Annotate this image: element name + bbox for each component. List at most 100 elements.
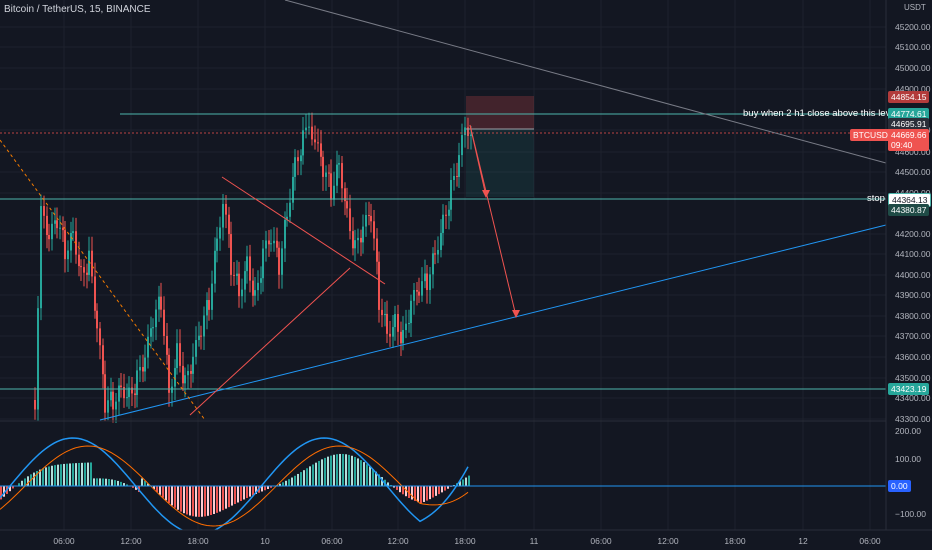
candle-body — [200, 335, 202, 337]
resistance-trend-line[interactable] — [284, 0, 887, 164]
histogram-bar — [345, 454, 347, 486]
candle-body — [392, 327, 394, 337]
histogram-bar — [183, 486, 185, 514]
histogram-bar — [255, 486, 257, 494]
histogram-bar — [27, 476, 29, 486]
histogram-bar — [12, 486, 14, 489]
time-tick-label: 18:00 — [724, 536, 746, 546]
histogram-bar — [135, 486, 137, 490]
candle-body — [408, 323, 410, 325]
candle-body — [198, 335, 200, 341]
candle-body — [176, 343, 178, 369]
candle-body — [51, 223, 53, 240]
currency-label[interactable]: USDT — [904, 3, 926, 12]
histogram-bar — [54, 465, 56, 486]
macd-line — [0, 437, 469, 535]
candle-body — [94, 276, 96, 311]
histogram-bar — [378, 474, 380, 486]
candle-body — [62, 227, 64, 231]
red-drawing-line[interactable] — [189, 267, 351, 416]
histogram-bar — [81, 462, 83, 486]
dashed-down-line[interactable] — [0, 139, 206, 421]
candle-body — [349, 208, 351, 232]
histogram-bar — [72, 463, 74, 486]
top-price-tag: 44854.15 — [888, 91, 930, 103]
histogram-bar — [36, 470, 38, 486]
histogram-bar — [267, 486, 269, 490]
bar-countdown: 09:40 — [891, 140, 913, 150]
histogram-bar — [177, 486, 179, 510]
candle-body — [394, 314, 396, 328]
candle-body — [453, 176, 455, 181]
histogram-bar — [168, 486, 170, 503]
histogram-bar — [96, 478, 98, 486]
histogram-bar — [327, 456, 329, 486]
histogram-bar — [120, 481, 122, 486]
ascending-trend-line[interactable] — [99, 224, 887, 421]
histogram-bar — [297, 473, 299, 486]
candle-body — [292, 176, 294, 203]
candle-body — [70, 232, 72, 251]
candle-body — [252, 280, 254, 296]
histogram-bar — [180, 486, 182, 512]
stop-annotation[interactable]: stop — [867, 193, 885, 204]
candle-body — [273, 240, 275, 244]
histogram-bar — [366, 464, 368, 486]
histogram-bar — [93, 478, 95, 486]
time-tick-label: 06:00 — [321, 536, 343, 546]
histogram-bar — [336, 454, 338, 486]
candle-body — [46, 215, 48, 235]
histogram-bar — [39, 469, 41, 486]
histogram-bar — [357, 458, 359, 486]
histogram-bar — [441, 486, 443, 493]
buy-annotation[interactable]: buy when 2 h1 close above this level — [743, 108, 898, 119]
stop2-price-tag: 44380.87 — [888, 204, 930, 216]
histogram-bar — [246, 486, 248, 499]
symbol-title[interactable]: Bitcoin / TetherUS, 15, BINANCE — [4, 4, 151, 15]
arrow-head-icon — [482, 190, 490, 198]
candle-body — [467, 127, 469, 136]
candle-body — [410, 300, 412, 324]
histogram-bar — [189, 486, 191, 516]
histogram-bar — [294, 475, 296, 486]
macd-zero-tag: 0.00 — [888, 480, 911, 492]
candle-body — [123, 387, 125, 399]
histogram-bar — [75, 463, 77, 486]
price-tick-label: 43400.00 — [895, 393, 931, 403]
candle-body — [405, 323, 407, 331]
histogram-bar — [48, 466, 50, 486]
stop-zone-box[interactable] — [466, 96, 534, 129]
candle-body — [43, 206, 45, 216]
histogram-bar — [438, 486, 440, 495]
candle-body — [246, 256, 248, 272]
histogram-bar — [132, 486, 134, 488]
candle-body — [300, 155, 302, 162]
histogram-bar — [282, 482, 284, 486]
histogram-bar — [288, 479, 290, 486]
drawings[interactable] — [0, 0, 887, 421]
candle-body — [308, 126, 310, 128]
target-zone-box[interactable] — [466, 129, 534, 197]
price-tick-label: 43300.00 — [895, 414, 931, 424]
candle-body — [416, 290, 418, 292]
candle-body — [88, 250, 90, 275]
histogram-bar — [429, 486, 431, 500]
candle-body — [195, 340, 197, 357]
time-axis[interactable] — [0, 530, 932, 550]
time-axis-labels: 06:00 12:00 18:00 10 06:00 12:00 18:00 11 06:00 1… — [53, 536, 881, 546]
price-axis[interactable] — [886, 0, 932, 530]
price-tick-label: 43900.00 — [895, 290, 931, 300]
candle-body — [91, 250, 93, 277]
candle-body — [421, 281, 423, 296]
candle-body — [330, 173, 332, 200]
red-drawing-line[interactable] — [221, 176, 386, 285]
candle-body — [136, 370, 138, 395]
histogram-bar — [213, 486, 215, 514]
candle-body — [67, 250, 69, 260]
candle-body — [171, 386, 173, 393]
projection-arrow[interactable] — [469, 124, 517, 317]
histogram-bar — [270, 486, 272, 488]
histogram-bar — [381, 477, 383, 486]
candle-body — [115, 401, 117, 410]
